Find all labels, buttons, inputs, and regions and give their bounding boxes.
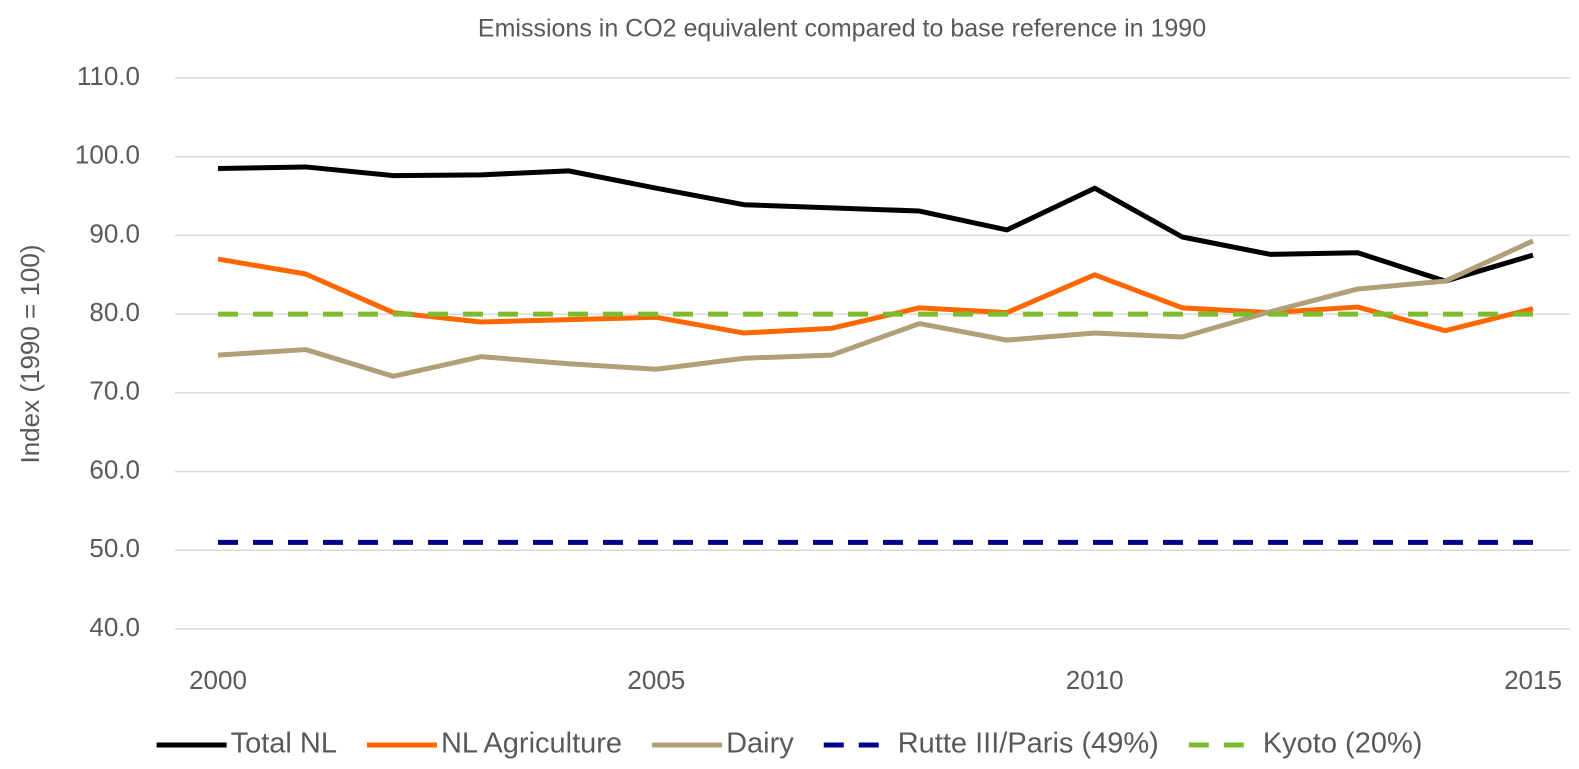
y-tick-label: 110.0 [77,61,140,91]
legend-label: Total NL [231,728,337,760]
x-tick-label: 2000 [189,665,247,695]
series-line [217,164,1534,284]
y-tick-label: 70.0 [89,376,140,406]
y-tick-label: 50.0 [89,533,140,563]
y-tick-label: 100.0 [75,140,140,170]
series-line [217,256,1534,336]
series-line [217,238,1535,379]
x-tick-label: 2010 [1066,665,1124,695]
x-tick-label: 2005 [627,665,685,695]
legend-label: Dairy [726,728,794,760]
y-tick-label: 40.0 [89,612,140,642]
legend-label: Rutte III/Paris (49%) [898,728,1159,760]
legend-label: NL Agriculture [441,728,622,760]
y-tick-label: 60.0 [89,454,140,484]
x-tick-label: 2015 [1504,665,1562,695]
y-axis-title: Index (1990 = 100) [15,245,45,464]
legend-label: Kyoto (20%) [1263,728,1423,760]
chart-title: Emissions in CO2 equivalent compared to … [478,15,1206,43]
y-tick-label: 90.0 [89,218,140,248]
y-tick-label: 80.0 [89,297,140,327]
